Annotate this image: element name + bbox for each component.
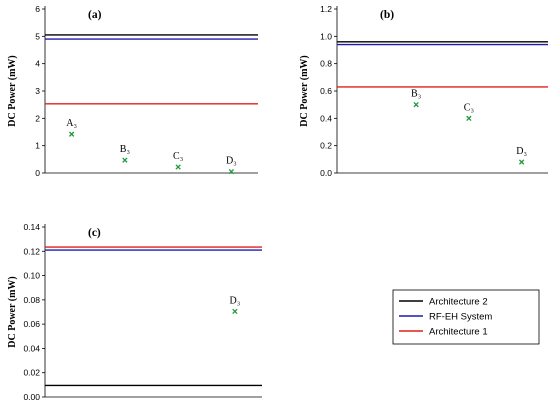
y-tick-label: 2 xyxy=(35,113,40,123)
point-marker xyxy=(68,131,75,137)
y-tick-label: 0.2 xyxy=(320,141,332,151)
y-axis-title: DC Power (mW) xyxy=(7,276,18,347)
y-tick-label: 0.02 xyxy=(23,368,40,378)
legend-label-rf-eh-system: RF-EH System xyxy=(429,312,492,323)
data-point-d: D₃ xyxy=(516,146,527,165)
y-tick-label: 4 xyxy=(35,59,40,69)
data-point-d: D₃ xyxy=(226,156,237,175)
y-tick-label: 0.08 xyxy=(23,295,40,305)
point-marker xyxy=(232,308,238,315)
chart-panels: 0 1 2 3 4 5 6 DC Power (mW) (a) A₃ B₃ C₃ D₃ 0.0 0.2 0.4… xyxy=(7,4,548,402)
y-tick-label: 0.8 xyxy=(320,59,332,69)
y-tick-label: 0.4 xyxy=(320,113,332,123)
point-label: C₃ xyxy=(464,102,474,113)
chart-panel-c: 0.00 0.02 0.04 0.06 0.08 0.10 0.12 0.14 DC Power… xyxy=(7,222,262,402)
point-label: D₃ xyxy=(226,156,237,167)
data-point-b: B₃ xyxy=(411,89,421,108)
y-axis-title: DC Power (mW) xyxy=(7,55,18,126)
y-tick-label: 0.04 xyxy=(23,343,40,353)
point-marker xyxy=(122,157,128,163)
legend-box xyxy=(392,289,540,345)
y-tick-label: 1.2 xyxy=(320,4,332,14)
y-tick-label: 1.0 xyxy=(320,31,332,41)
y-tick-label: 3 xyxy=(35,86,40,96)
point-marker xyxy=(175,164,181,170)
panel-label: (a) xyxy=(88,9,102,21)
y-tick-label: 0.0 xyxy=(320,168,332,178)
point-label: B₃ xyxy=(120,144,130,155)
y-tick-label: 5 xyxy=(35,31,40,41)
legend-label-architecture-2: Architecture 2 xyxy=(429,297,488,308)
legend-label-architecture-1: Architecture 1 xyxy=(429,327,488,338)
point-label: C₃ xyxy=(173,151,183,162)
data-point-a: A₃ xyxy=(66,118,77,137)
panel-label: (b) xyxy=(380,9,394,21)
legend: Architecture 2 RF-EH System Architecture… xyxy=(392,289,540,345)
point-marker xyxy=(228,168,235,175)
y-tick-label: 0.06 xyxy=(23,319,40,329)
y-tick-label: 1 xyxy=(35,141,40,151)
data-point-c: C₃ xyxy=(173,151,183,170)
data-point-b: B₃ xyxy=(120,144,130,163)
data-point-c: C₃ xyxy=(464,102,474,121)
y-tick-label: 0 xyxy=(35,168,40,178)
data-point-d: D₃ xyxy=(230,295,241,315)
point-marker xyxy=(413,102,419,108)
y-axis-title: DC Power (mW) xyxy=(299,55,310,126)
y-tick-label: 0.6 xyxy=(320,86,332,96)
y-tick-label: 0.14 xyxy=(23,222,40,232)
point-label: D₃ xyxy=(230,295,241,306)
y-tick-label: 0.10 xyxy=(23,271,40,281)
point-marker xyxy=(518,159,525,165)
point-label: A₃ xyxy=(66,118,77,129)
chart-panel-a: 0 1 2 3 4 5 6 DC Power (mW) (a) A₃ B₃ C₃ D₃ xyxy=(7,4,258,178)
y-tick-label: 6 xyxy=(35,4,40,14)
point-label: D₃ xyxy=(516,146,527,157)
panel-label: (c) xyxy=(88,227,101,239)
y-tick-label: 0.00 xyxy=(23,392,40,402)
point-marker xyxy=(466,115,472,121)
point-label: B₃ xyxy=(411,89,421,100)
y-tick-label: 0.12 xyxy=(23,246,40,256)
chart-panel-b: 0.0 0.2 0.4 0.6 0.8 1.0 1.2 DC Power (mW) (b) B₃ C… xyxy=(299,4,548,178)
